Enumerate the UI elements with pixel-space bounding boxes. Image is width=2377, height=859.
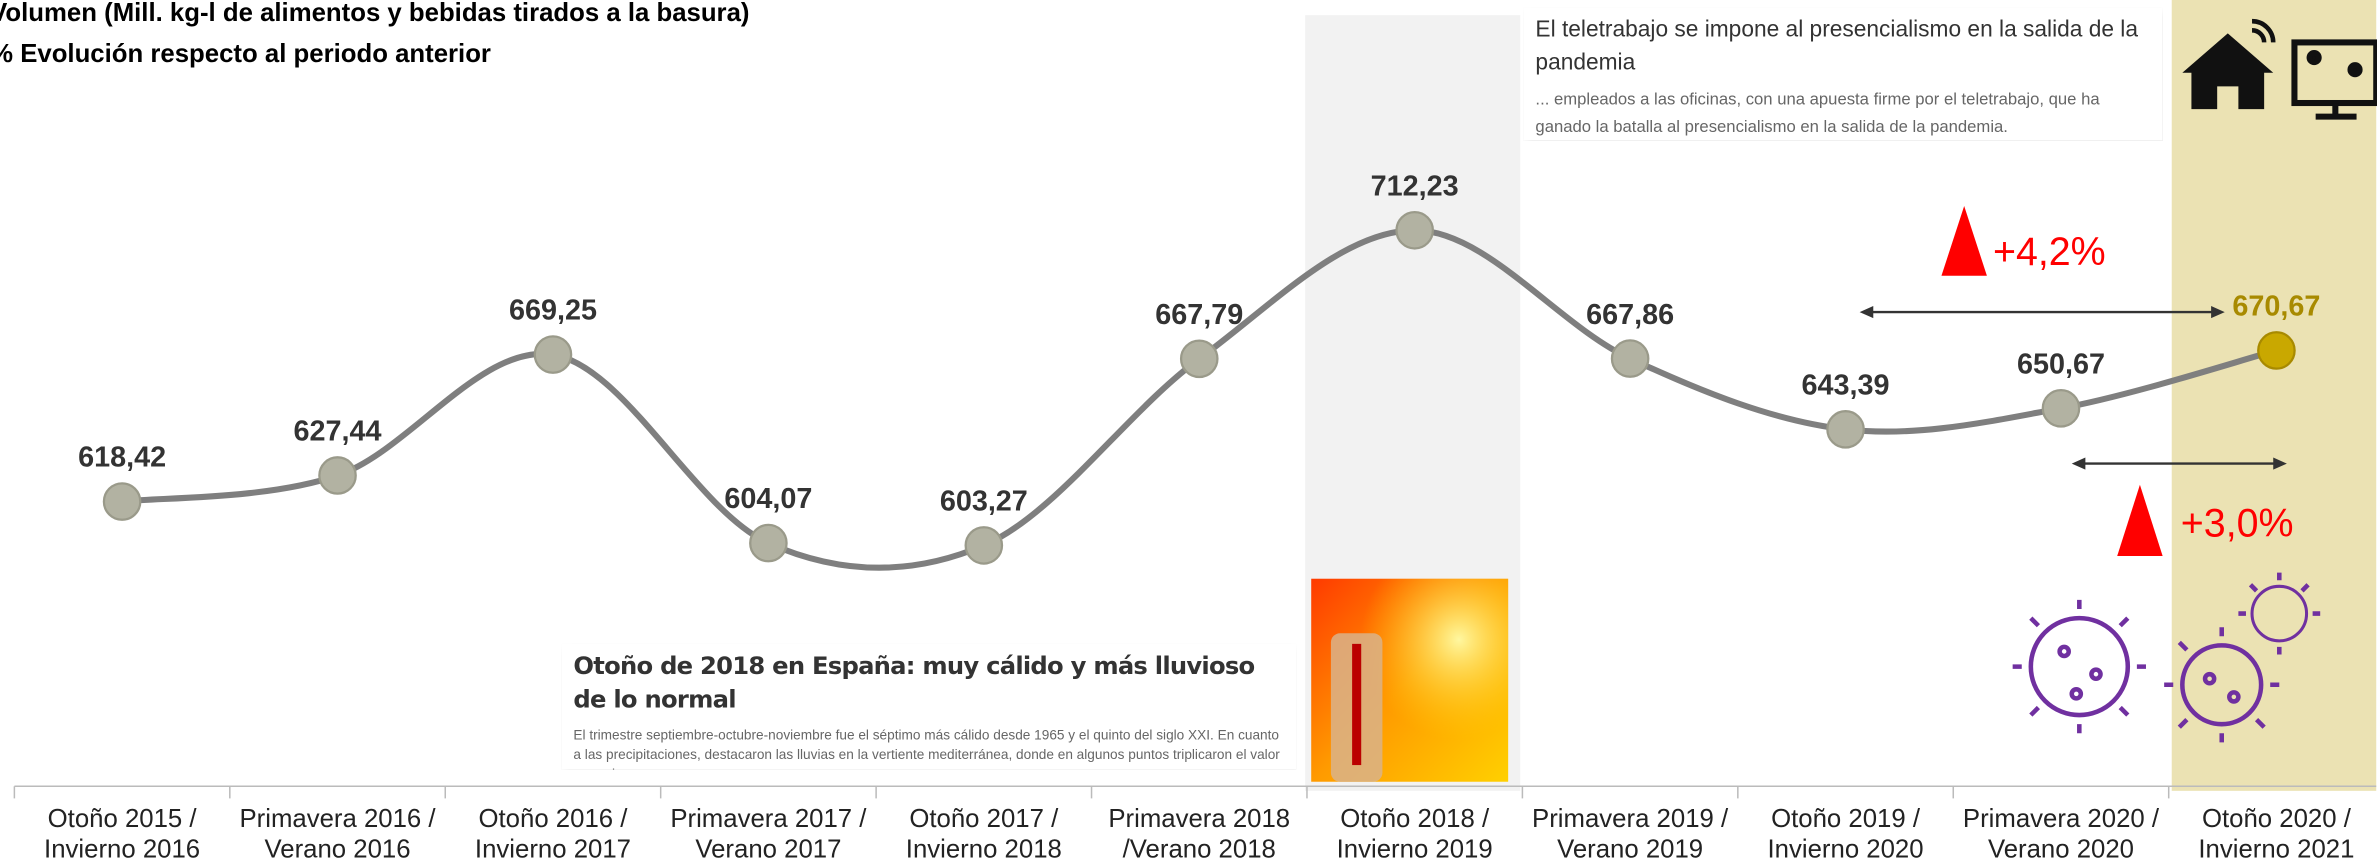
data-label: 643,39 [1802, 370, 1890, 402]
x-tick-label: Primavera 2016 / [239, 805, 436, 833]
x-tick-label: Otoño 2016 / [479, 805, 629, 833]
x-tick-label: Otoño 2017 / [909, 805, 1059, 833]
note-body: ... empleados a las oficinas, con una ap… [1535, 90, 2100, 137]
x-tick-label: Invierno 2021 [2198, 835, 2354, 859]
x-tick-label: Verano 2020 [1988, 835, 2134, 859]
x-tick-label: /Verano 2018 [1123, 835, 1276, 859]
note-title: El teletrabajo se impone al presencialis… [1535, 16, 2138, 76]
chart-title: Volumen (Mill. kg-l de alimentos y bebid… [0, 0, 749, 27]
data-point [2041, 388, 2081, 428]
data-point [2257, 331, 2296, 370]
data-label: 712,23 [1371, 170, 1459, 202]
data-label: 604,07 [724, 483, 812, 515]
x-tick-label: Invierno 2018 [906, 835, 1062, 859]
up-triangle [2117, 484, 2163, 557]
x-tick-label: Verano 2019 [1557, 835, 1703, 859]
annotation: +4,2% [1993, 230, 2106, 274]
x-tick-label: Invierno 2017 [475, 835, 631, 859]
note-title: Otoño de 2018 en España: muy cálido y má… [573, 651, 1255, 714]
data-point [1179, 339, 1219, 379]
note-box: El teletrabajo se impone al presencialis… [1523, 7, 2163, 141]
x-tick-label: Otoño 2018 / [1340, 805, 1490, 833]
computer-icon [2291, 39, 2377, 120]
annotation: +3,0% [2181, 501, 2294, 545]
note-box: Otoño de 2018 en España: muy cálido y má… [561, 643, 1297, 770]
highlight-band [2171, 0, 2377, 791]
chart-subtitle: % Evolución respecto al periodo anterior [0, 40, 491, 68]
x-tick-label: Verano 2017 [695, 835, 841, 859]
data-label: 667,86 [1586, 299, 1674, 331]
heat-image [1311, 578, 1509, 782]
data-label: 627,44 [294, 416, 382, 448]
data-point [318, 456, 357, 495]
note-body: El trimestre septiembre-octubre-noviembr… [573, 727, 1280, 769]
data-label: 650,67 [2017, 348, 2105, 380]
data-point [964, 526, 1004, 565]
data-label: 618,42 [78, 442, 166, 474]
x-tick-label: Primavera 2020 / [1963, 805, 2160, 833]
x-tick-label: Otoño 2020 / [2202, 805, 2352, 833]
data-point [1395, 210, 1435, 250]
x-tick-label: Invierno 2020 [1768, 835, 1924, 859]
arrows [1859, 306, 2287, 470]
data-point [533, 335, 573, 374]
data-label: 603,27 [940, 486, 1028, 518]
data-point [749, 523, 788, 563]
data-label: 667,79 [1155, 299, 1243, 331]
x-tick-label: Otoño 2015 / [48, 805, 198, 833]
x-tick-label: Primavera 2018 [1108, 805, 1290, 833]
house-icon [2182, 18, 2276, 110]
x-tick-label: Invierno 2016 [44, 835, 200, 859]
data-point [1826, 410, 1865, 449]
x-tick-label: Otoño 2019 / [1771, 805, 1921, 833]
x-tick-label: Primavera 2019 / [1532, 805, 1729, 833]
data-label: 669,25 [509, 295, 597, 327]
data-label: 670,67 [2232, 291, 2320, 323]
x-tick-label: Primavera 2017 / [670, 805, 867, 833]
series-line [121, 227, 2278, 571]
virus-icon [2012, 572, 2321, 743]
x-tick-label: Invierno 2019 [1337, 835, 1493, 859]
data-point [1610, 339, 1650, 378]
data-point [102, 482, 142, 521]
x-tick-label: Verano 2016 [264, 835, 410, 859]
up-triangle [1941, 206, 1987, 276]
